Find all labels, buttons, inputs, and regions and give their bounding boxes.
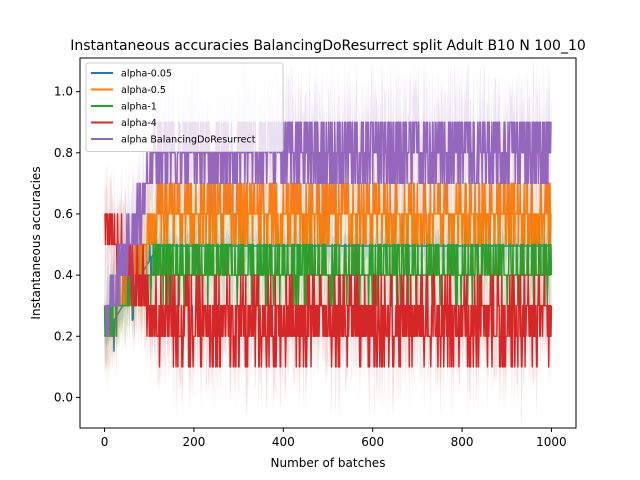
y-tick-label: 0.4: [54, 268, 73, 282]
y-axis-label: Instantaneous accuracies: [29, 166, 43, 319]
x-tick-label: 800: [451, 435, 474, 449]
x-tick-label: 0: [101, 435, 109, 449]
x-tick-label: 1000: [536, 435, 567, 449]
series-line-1: [104, 182, 552, 338]
x-tick-label: 600: [361, 435, 384, 449]
legend-box: [85, 62, 284, 152]
legend-label: alpha-0.5: [121, 85, 166, 96]
legend-label: alpha-4: [121, 118, 157, 129]
y-tick-label: 1.0: [54, 85, 73, 99]
x-tick-label: 400: [272, 435, 295, 449]
chart-title: Instantaneous accuracies BalancingDoResu…: [70, 38, 586, 54]
x-tick-label: 200: [182, 435, 205, 449]
y-tick-label: 0.6: [54, 207, 73, 221]
y-tick-label: 0.2: [54, 329, 73, 343]
legend-label: alpha-1: [121, 102, 157, 113]
y-tick-label: 0.0: [54, 390, 73, 404]
plot-frame: [79, 57, 577, 429]
legend-label: alpha-0.05: [121, 69, 172, 80]
series-line-3: [104, 213, 553, 368]
y-tick-label: 0.8: [54, 146, 73, 160]
legend: alpha-0.05 alpha-0.5 alpha-1 alpha-4 alpha B…: [85, 62, 284, 152]
legend-label: alpha BalancingDoResurrect: [121, 135, 256, 146]
x-axis-label: Number of batches: [271, 456, 386, 470]
axis-ticks: 0 200 400 600 800 1000 0.0 0.2 0.4 0.6 0.8 1.0: [54, 85, 567, 449]
